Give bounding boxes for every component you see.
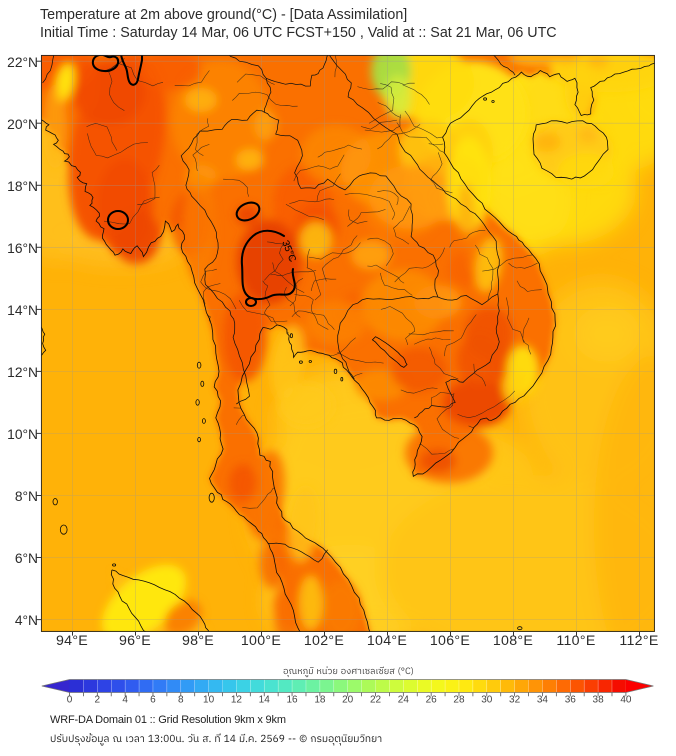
svg-text:28: 28 (453, 695, 465, 706)
svg-text:0: 0 (67, 695, 73, 706)
svg-text:10: 10 (203, 695, 215, 706)
svg-text:4: 4 (122, 695, 128, 706)
svg-text:38: 38 (593, 695, 605, 706)
svg-text:26: 26 (426, 695, 438, 706)
svg-text:24: 24 (398, 695, 410, 706)
svg-text:32: 32 (509, 695, 521, 706)
svg-text:20: 20 (342, 695, 354, 706)
svg-text:30: 30 (481, 695, 493, 706)
svg-text:6: 6 (150, 695, 156, 706)
svg-text:40: 40 (620, 695, 632, 706)
svg-text:18: 18 (314, 695, 326, 706)
svg-text:12: 12 (231, 695, 243, 706)
svg-text:2: 2 (95, 695, 101, 706)
svg-text:8: 8 (178, 695, 184, 706)
svg-text:34: 34 (537, 695, 549, 706)
svg-text:36: 36 (565, 695, 577, 706)
svg-text:22: 22 (370, 695, 382, 706)
svg-text:14: 14 (259, 695, 271, 706)
svg-text:16: 16 (286, 695, 298, 706)
